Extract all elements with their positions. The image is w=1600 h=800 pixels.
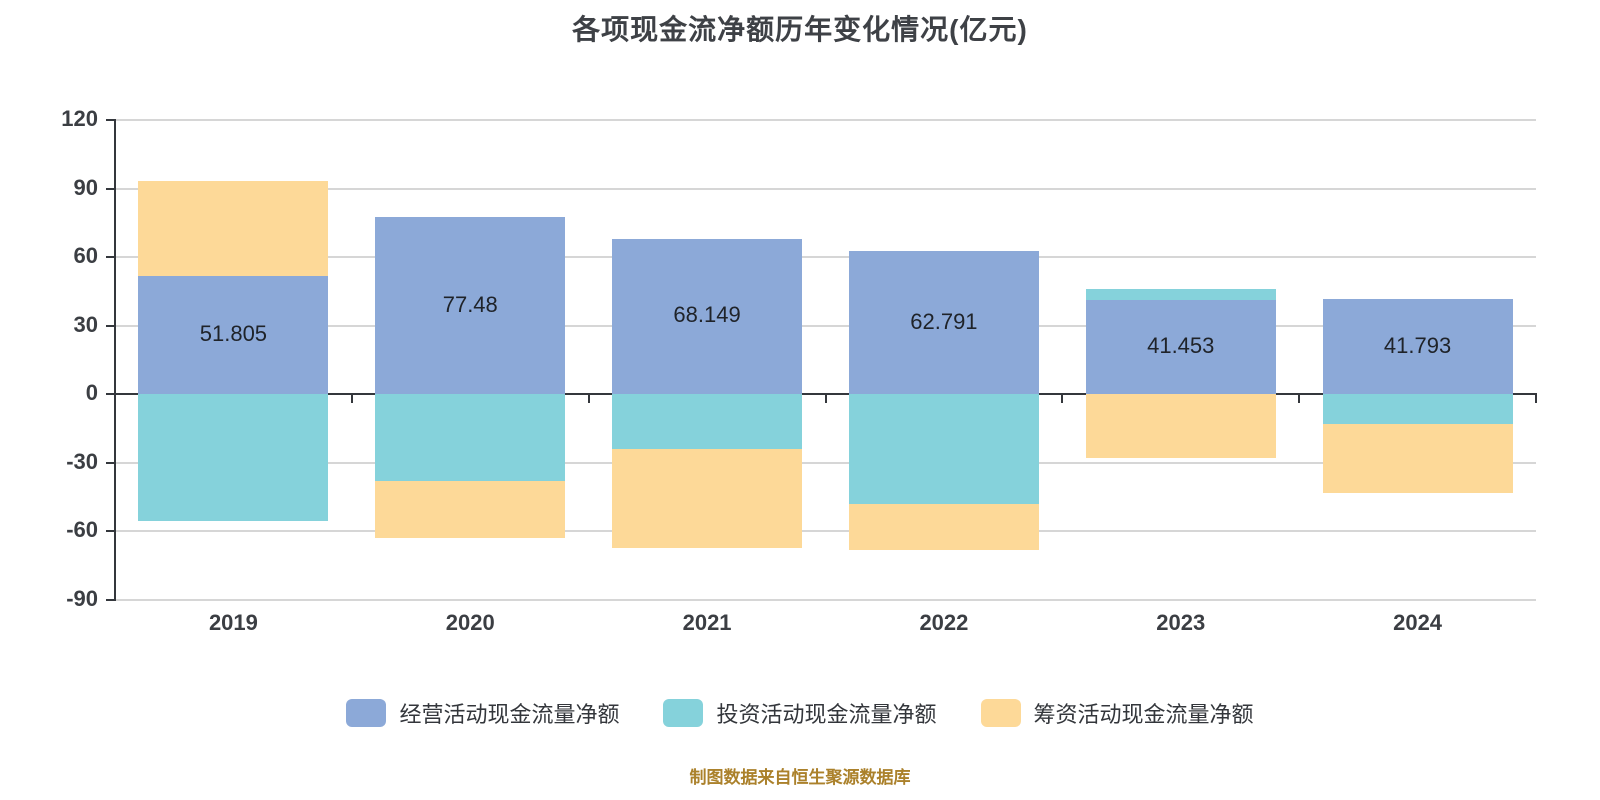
y-axis-tick-label: -60 <box>66 517 98 543</box>
bar-segment-operating-2021[interactable] <box>612 238 803 395</box>
x-axis-tick <box>824 393 827 404</box>
y-axis-tick-label: -30 <box>66 448 98 474</box>
bar-value-label: 51.805 <box>199 321 268 347</box>
gridline <box>115 187 1536 190</box>
bar-value-label: 41.793 <box>1383 332 1452 358</box>
bar-segment-financing-2020[interactable] <box>375 481 566 539</box>
x-axis-tick <box>587 393 590 404</box>
bar-segment-investing-2021[interactable] <box>612 394 803 449</box>
y-axis-tick <box>106 187 115 190</box>
x-axis-tick <box>1298 393 1301 404</box>
gridline <box>115 599 1536 601</box>
legend-swatch-icon <box>346 699 387 727</box>
gridline <box>115 461 1536 464</box>
y-axis-tick <box>106 599 115 601</box>
x-axis-label-2023: 2023 <box>1156 610 1206 635</box>
bar-segment-operating-2022[interactable] <box>848 250 1039 395</box>
bar-segment-operating-2019[interactable] <box>138 275 329 395</box>
y-axis-line <box>114 119 116 601</box>
legend-item-label: 筹资活动现金流量净额 <box>1033 702 1254 727</box>
legend-item-label: 经营活动现金流量净额 <box>399 702 620 727</box>
bar-segment-operating-2020[interactable] <box>375 217 566 395</box>
bar-segment-operating-2023[interactable] <box>1085 299 1276 395</box>
bar-value-label: 62.791 <box>910 308 978 334</box>
bar-segment-financing-2022[interactable] <box>848 504 1039 551</box>
y-axis-tick-label: 60 <box>73 243 98 269</box>
bar-segment-financing-2023[interactable] <box>1085 394 1276 459</box>
x-axis-label-2020: 2020 <box>445 610 495 635</box>
gridline <box>115 530 1536 533</box>
legend-swatch-icon <box>663 699 704 727</box>
y-axis-tick <box>106 119 115 121</box>
y-axis-tick-label: 90 <box>73 174 98 200</box>
gridline <box>115 324 1536 327</box>
y-axis-tick <box>106 324 115 327</box>
bar-segment-financing-2024[interactable] <box>1322 424 1513 494</box>
legend-item-financing[interactable]: 筹资活动现金流量净额 <box>980 697 1254 729</box>
y-axis-tick-label: -90 <box>66 586 98 611</box>
x-axis-tick <box>350 393 353 404</box>
y-axis-tick <box>106 461 115 464</box>
y-axis-tick-label: 30 <box>73 311 98 337</box>
bar-segment-investing-2022[interactable] <box>848 394 1039 505</box>
bar-value-label: 77.48 <box>442 291 498 317</box>
x-axis-label-2019: 2019 <box>208 610 258 635</box>
legend-item-label: 投资活动现金流量净额 <box>716 702 937 727</box>
x-axis-label-2022: 2022 <box>919 610 969 635</box>
y-axis-tick <box>106 256 115 259</box>
legend: 经营活动现金流量净额 投资活动现金流量净额 筹资活动现金流量净额 <box>0 697 1600 729</box>
x-axis-tick <box>1061 393 1064 404</box>
plot-area: 120 90 60 30 0 -30 -60 -90 51.805 2019 77.48 2020 68… <box>61 106 1537 635</box>
bar-value-label: 68.149 <box>673 302 741 328</box>
legend-item-operating[interactable]: 经营活动现金流量净额 <box>346 697 619 729</box>
x-axis-label-2024: 2024 <box>1393 610 1443 635</box>
data-source-note: 制图数据来自恒生聚源数据库 <box>689 768 911 787</box>
bar-segment-financing-2019[interactable] <box>138 181 329 276</box>
legend-item-investing[interactable]: 投资活动现金流量净额 <box>663 697 937 729</box>
bar-segment-investing-2019[interactable] <box>138 394 329 521</box>
y-axis-tick-label: 120 <box>61 106 98 131</box>
bar-segment-investing-2023[interactable] <box>1085 289 1276 300</box>
chart-title: 各项现金流净额历年变化情况(亿元) <box>572 14 1028 45</box>
x-axis-label-2021: 2021 <box>682 610 732 635</box>
gridline <box>115 119 1536 121</box>
y-axis-tick-label: 0 <box>85 380 98 406</box>
x-axis-tick <box>114 393 116 404</box>
y-axis-tick <box>106 530 115 533</box>
y-axis-tick <box>106 393 115 396</box>
bar-value-label: 41.453 <box>1147 332 1215 358</box>
bar-segment-financing-2021[interactable] <box>612 448 803 549</box>
bar-segment-operating-2024[interactable] <box>1322 298 1513 395</box>
legend-swatch-icon <box>980 699 1021 727</box>
gridline <box>115 256 1536 259</box>
x-axis-tick <box>1535 393 1537 404</box>
bar-segment-investing-2024[interactable] <box>1322 394 1513 425</box>
bar-segment-investing-2020[interactable] <box>375 394 566 482</box>
